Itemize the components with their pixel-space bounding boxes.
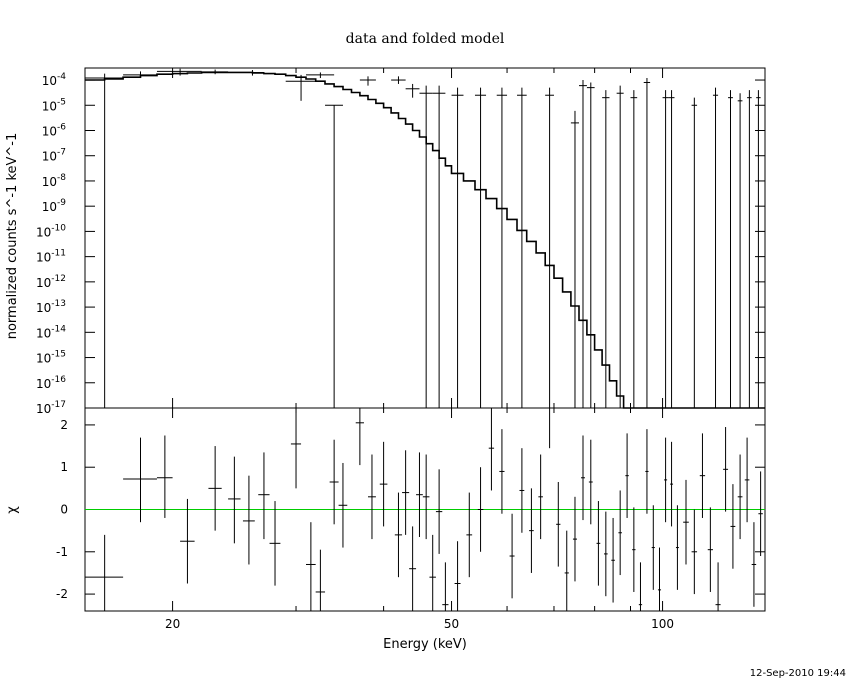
y-tick-label: -1 xyxy=(56,545,68,559)
y-tick-label: 10-9 xyxy=(42,198,67,214)
x-tick-label: 20 xyxy=(165,617,180,631)
y-tick-label: 10-12 xyxy=(36,274,66,290)
y-tick-label: 0 xyxy=(60,503,68,517)
y-tick-label: 10-7 xyxy=(42,148,66,164)
x-axis-label: Energy (keV) xyxy=(383,637,467,652)
y-tick-label: 10-11 xyxy=(36,249,66,265)
y-tick-label: 1 xyxy=(60,460,68,474)
y-tick-label: 10-14 xyxy=(36,324,66,340)
y-tick-label: 10-13 xyxy=(36,299,66,315)
y-tick-label: 10-15 xyxy=(36,350,66,366)
top-plot-frame xyxy=(84,67,766,409)
y-tick-label: 10-5 xyxy=(42,97,66,113)
timestamp: 12-Sep-2010 19:44 xyxy=(750,668,846,679)
y-tick-label: 10-8 xyxy=(42,173,67,189)
y-axis-label-counts: normalized counts s^-1 keV^-1 xyxy=(5,133,20,340)
chart-title: data and folded model xyxy=(346,31,505,47)
y-tick-label: 2 xyxy=(60,418,68,432)
model-step-line xyxy=(85,71,765,409)
x-tick-label: 50 xyxy=(444,617,459,631)
y-tick-label: 10-6 xyxy=(42,122,67,138)
y-tick-label: 10-4 xyxy=(42,72,67,88)
top-panel: 10-4 10-5 10-6 10-7 10-8 10-9 10-10 10-11 10-12 1… xyxy=(36,67,766,416)
y-axis-label-chi: χ xyxy=(5,506,20,514)
y-tick-label: 10-17 xyxy=(36,400,66,416)
y-tick-label: 10-16 xyxy=(36,375,66,391)
y-tick-label: 10-10 xyxy=(36,223,66,239)
x-tick-label: 100 xyxy=(651,617,674,631)
y-tick-label: -2 xyxy=(56,587,68,601)
bottom-panel: 20 50 100 -2 -1 0 1 2 xyxy=(56,407,766,631)
